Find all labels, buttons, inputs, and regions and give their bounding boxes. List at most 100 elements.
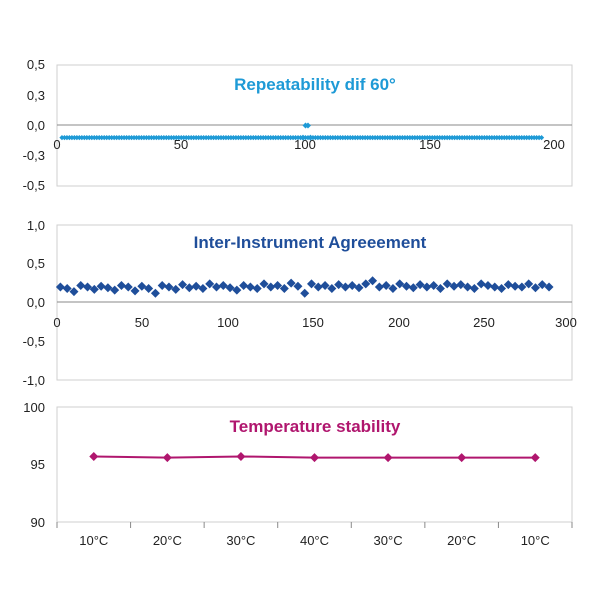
chart2-point (395, 279, 405, 289)
chart2-point (171, 284, 181, 294)
chart2-point (239, 280, 249, 290)
chart2-point (123, 282, 133, 292)
chart2-point (300, 288, 310, 298)
chart3-point (310, 453, 319, 463)
chart2-x-tick-label: 250 (473, 315, 495, 330)
chart2-point (388, 284, 398, 294)
chart2-point (483, 280, 493, 290)
chart2-point (537, 280, 547, 290)
chart2-x-tick-label: 0 (53, 315, 60, 330)
chart2-point (178, 280, 188, 290)
chart2-point (476, 279, 486, 289)
chart2-point (279, 284, 289, 294)
chart2-point (184, 283, 194, 293)
chart2-point (408, 283, 418, 293)
chart2-point (69, 287, 79, 297)
chart3-point (530, 453, 540, 463)
chart3-category-label: 40°C (300, 533, 329, 548)
chart1-point (538, 135, 545, 141)
chart2-point (307, 279, 316, 289)
chart1-x-tick-label: 50 (174, 137, 188, 152)
chart3-category-labels: 10°C 20°C 30°C 40°C 30°C 20°C 10°C (56, 522, 573, 548)
chart1-point (307, 134, 314, 141)
chart2-point (449, 281, 459, 291)
chart2-point (442, 279, 452, 289)
chart2-point (164, 282, 174, 292)
chart1-x-tick-label: 100 (294, 137, 316, 152)
chart1-title: Repeatability dif 60° (234, 75, 396, 94)
chart2-point (144, 284, 154, 294)
chart2-y-tick-label: 0,0 (27, 295, 45, 310)
chart1-series (59, 122, 545, 141)
chart2-point (286, 278, 296, 288)
chart2-y-tick-label: 0,5 (27, 256, 45, 271)
chart2-point (368, 276, 378, 286)
chart1-x-tick-label: 150 (419, 137, 441, 152)
chart2-point (293, 281, 303, 291)
chart2-point (490, 282, 500, 292)
chart2-point (510, 281, 520, 291)
chart2-point (225, 283, 235, 293)
chart2-point (259, 279, 269, 289)
chart1-point (304, 122, 311, 129)
chart2-x-tick-label: 100 (217, 315, 239, 330)
chart2-point (245, 282, 255, 292)
chart2-point (205, 279, 215, 289)
chart3-category-label: 10°C (521, 533, 550, 548)
chart2-point (530, 283, 540, 293)
chart2-point (218, 280, 228, 290)
chart2-point (334, 280, 344, 290)
chart2-x-tick-label: 200 (388, 315, 410, 330)
chart3-y-tick-label: 95 (31, 457, 45, 472)
chart2-point (62, 284, 72, 294)
chart2-y-tick-label: 1,0 (27, 218, 45, 233)
chart1-x-tick-label: 0 (53, 137, 60, 152)
chart3-point (89, 451, 99, 461)
chart2-point (55, 282, 65, 292)
chart-repeatability: Repeatability dif 60° 0,5 0,3 0,0 -0,3 -… (23, 57, 573, 193)
chart1-y-tick-label: 0,5 (27, 57, 45, 72)
chart3-category-label: 20°C (447, 533, 476, 548)
chart2-point (150, 288, 160, 298)
chart2-point (116, 280, 126, 290)
chart2-point (415, 280, 425, 290)
chart2-x-tick-label: 150 (302, 315, 324, 330)
chart2-point (429, 280, 439, 290)
chart3-category-label: 30°C (374, 533, 403, 548)
chart2-y-tick-label: -1,0 (23, 373, 45, 388)
chart1-y-tick-label: 0,0 (27, 118, 45, 133)
chart2-point (89, 284, 99, 294)
chart3-point (383, 453, 393, 463)
chart2-point (524, 279, 534, 289)
chart2-point (497, 284, 507, 294)
chart2-point (191, 281, 201, 291)
chart1-y-tick-label: -0,5 (23, 178, 45, 193)
chart2-point (463, 282, 473, 292)
chart2-point (544, 282, 554, 292)
chart2-point (327, 284, 337, 294)
chart3-title: Temperature stability (230, 417, 401, 436)
chart2-point (422, 282, 432, 292)
chart3-y-tick-label: 100 (23, 400, 45, 415)
chart2-point (83, 282, 93, 292)
chart2-point (211, 282, 221, 292)
chart-temperature: Temperature stability 100 95 90 10°C 20°C… (23, 400, 573, 548)
chart2-point (354, 283, 364, 293)
chart3-series (89, 451, 540, 463)
chart2-point (273, 280, 283, 290)
chart2-point (252, 284, 262, 294)
chart2-point (340, 282, 350, 292)
chart3-point (457, 453, 467, 463)
chart2-series (55, 276, 554, 298)
chart2-y-tick-label: -0,5 (23, 334, 45, 349)
chart2-x-tick-label: 300 (555, 315, 577, 330)
chart2-x-tick-label: 50 (135, 315, 149, 330)
chart2-point (347, 280, 357, 290)
chart2-point (110, 285, 120, 295)
chart2-point (313, 282, 323, 292)
chart3-y-tick-label: 90 (31, 515, 45, 530)
chart3-category-label: 20°C (153, 533, 182, 548)
chart2-point (381, 280, 391, 290)
chart2-point (266, 282, 276, 292)
